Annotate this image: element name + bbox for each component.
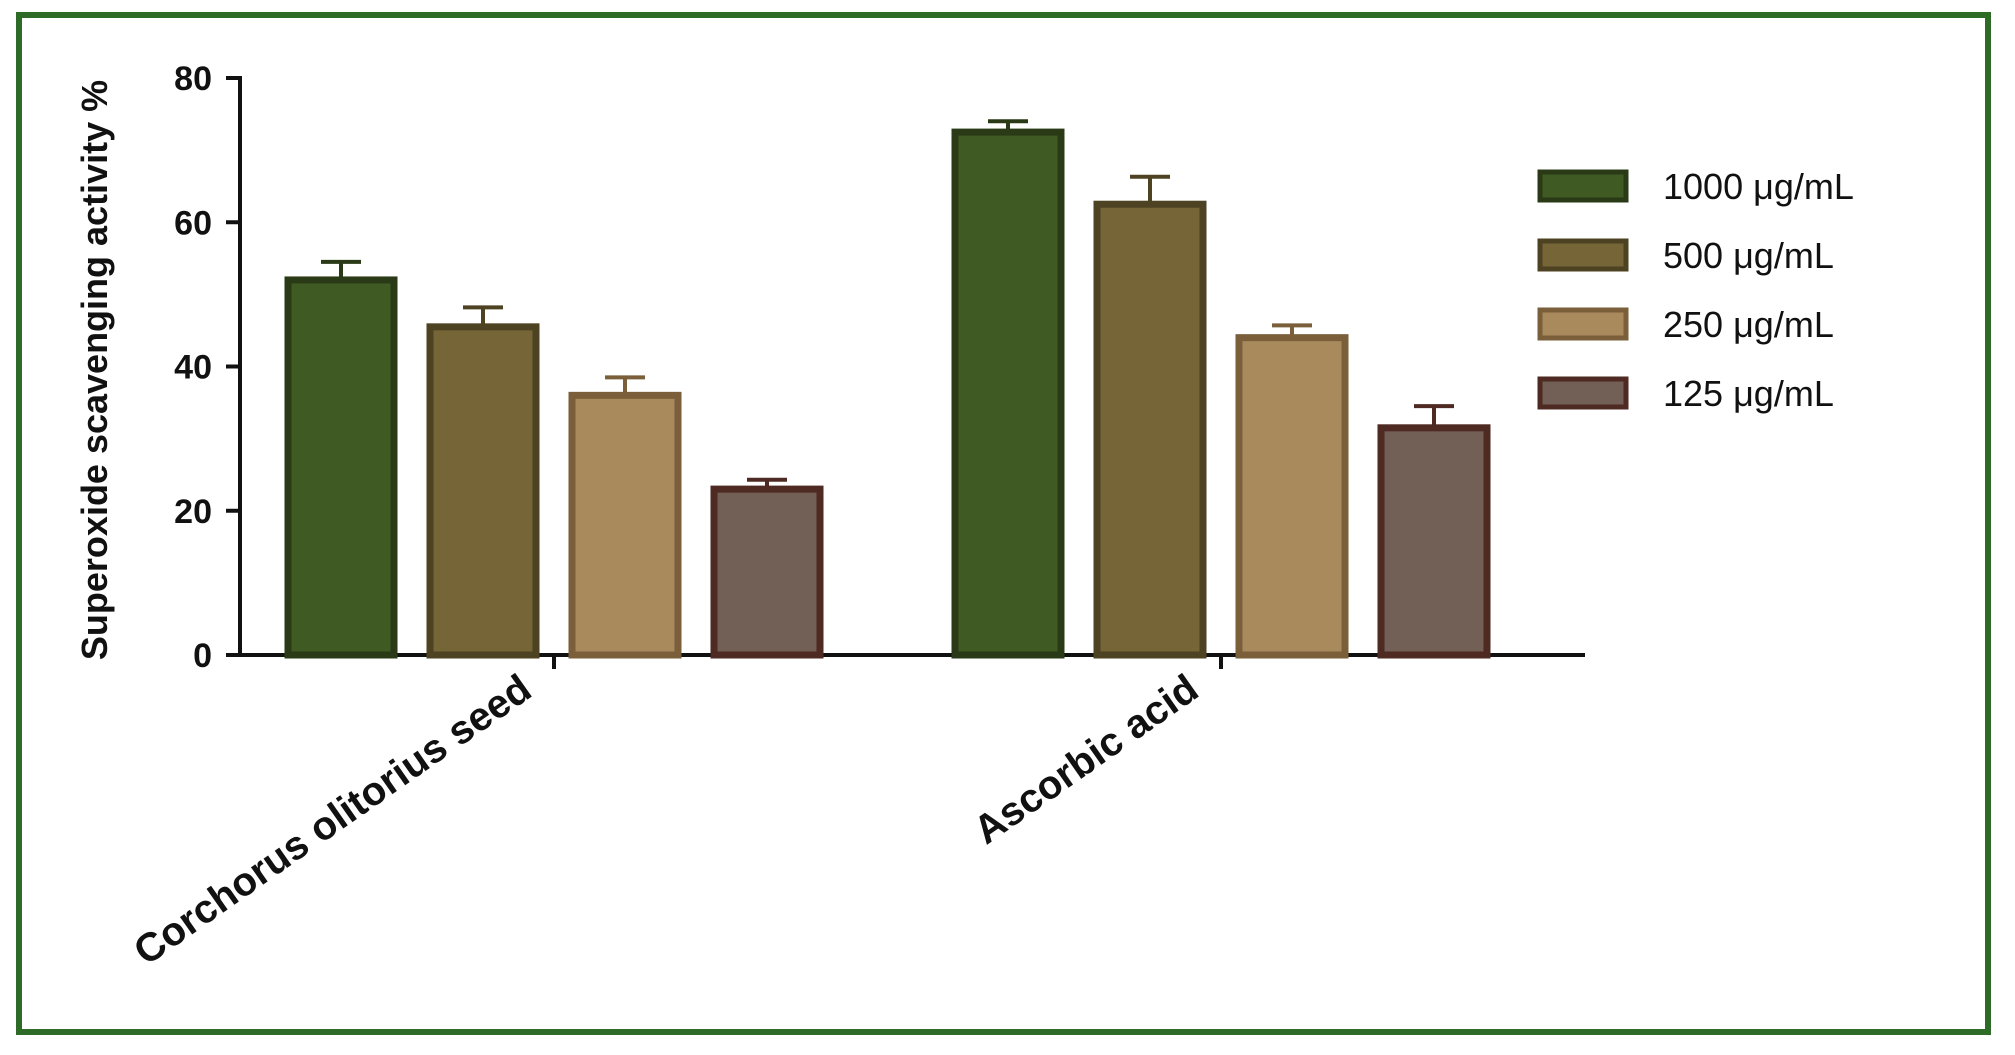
y-tick-label: 80: [174, 60, 212, 98]
y-tick-label: 40: [174, 349, 212, 387]
bar: [426, 323, 540, 659]
legend-label: 250 μg/mL: [1663, 304, 1834, 345]
y-tick-label: 60: [174, 204, 212, 242]
legend-swatch: [1537, 307, 1629, 341]
bar: [1235, 334, 1349, 659]
y-tick-label: 0: [193, 637, 212, 675]
y-tick-label: 20: [174, 493, 212, 531]
legend-label: 500 μg/mL: [1663, 235, 1834, 276]
legend: 1000 μg/mL 500 μg/mL 250 μg/mL 125 μg/mL: [1537, 166, 1854, 414]
legend-swatch: [1537, 376, 1629, 410]
bar: [951, 128, 1065, 659]
bar: [1377, 424, 1491, 659]
bar: [710, 485, 824, 659]
y-axis-label: Superoxide scavenging activity %: [74, 80, 115, 660]
error-bars: [321, 119, 1454, 490]
bar: [568, 391, 682, 659]
bar: [284, 276, 398, 659]
legend-swatch: [1537, 169, 1629, 203]
legend-label: 125 μg/mL: [1663, 373, 1834, 414]
bar: [1093, 200, 1207, 659]
legend-label: 1000 μg/mL: [1663, 166, 1854, 207]
bars: [284, 128, 1491, 659]
x-tick-label: Ascorbic acid: [966, 666, 1206, 853]
legend-swatch: [1537, 238, 1629, 272]
x-tick-label: Corchorus olitorius seed: [126, 666, 539, 974]
